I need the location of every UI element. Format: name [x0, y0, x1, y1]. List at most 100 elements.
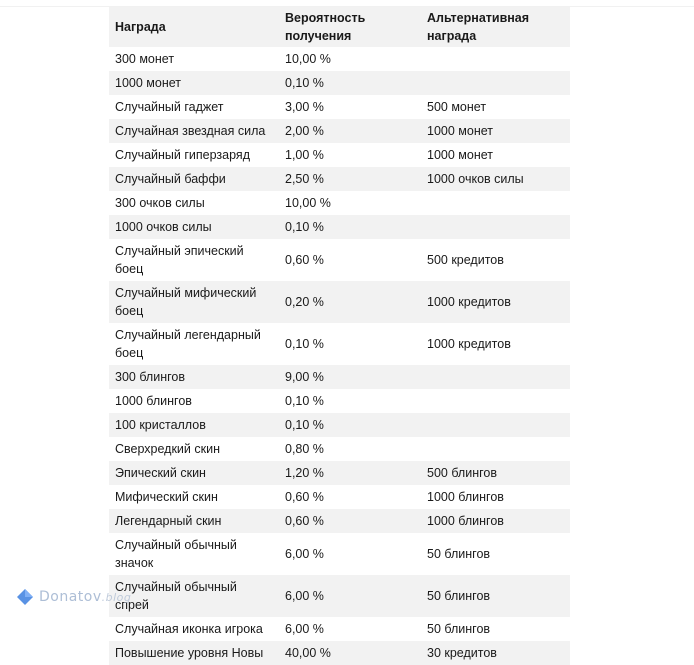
cell-reward: 1000 очков силы [115, 220, 212, 234]
table-row: Эпический скин 1,20 % 500 блингов [109, 461, 570, 485]
cell-probability: 6,00 % [285, 589, 324, 603]
cell-alternative: 1000 кредитов [427, 295, 511, 309]
cell-alternative [421, 215, 570, 239]
cell-probability: 6,00 % [285, 622, 324, 636]
cell-reward: Мифический скин [115, 490, 218, 504]
cell-alternative: 1000 кредитов [427, 337, 511, 351]
cell-alternative: 500 монет [427, 100, 487, 114]
cell-probability: 6,00 % [285, 547, 324, 561]
cell-reward: Случайный обычный спрей [115, 580, 237, 612]
header-probability: Вероятность получения [285, 11, 366, 43]
table-row: Повышение уровня Новы 40,00 % 30 кредитов [109, 641, 570, 665]
cell-alternative [421, 365, 570, 389]
cell-probability: 9,00 % [285, 370, 324, 384]
cell-probability: 10,00 % [285, 196, 331, 210]
cell-alternative [421, 389, 570, 413]
cell-probability: 0,80 % [285, 442, 324, 456]
cell-reward: 1000 блингов [115, 394, 192, 408]
cell-probability: 0,10 % [285, 394, 324, 408]
table-row: Случайный обычный значок 6,00 % 50 блингов [109, 533, 570, 575]
cell-probability: 0,60 % [285, 490, 324, 504]
table-row: Сверхредкий скин 0,80 % [109, 437, 570, 461]
table-row: Случайный эпический боец 0,60 % 500 кредит… [109, 239, 570, 281]
cell-alternative [421, 191, 570, 215]
cell-probability: 2,00 % [285, 124, 324, 138]
cell-alternative [421, 437, 570, 461]
cell-probability: 0,10 % [285, 220, 324, 234]
cell-probability: 0,20 % [285, 295, 324, 309]
cell-alternative: 1000 очков силы [427, 172, 524, 186]
cell-alternative: 50 блингов [427, 547, 491, 561]
cell-alternative [421, 413, 570, 437]
cell-alternative: 1000 блингов [427, 514, 504, 528]
cell-reward: Сверхредкий скин [115, 442, 220, 456]
cell-probability: 0,10 % [285, 76, 324, 90]
top-divider [0, 6, 694, 7]
cell-alternative: 50 блингов [427, 622, 491, 636]
cell-probability: 0,60 % [285, 253, 324, 267]
watermark: Donatov.blog [16, 588, 131, 606]
table-row: Случайный легендарный боец 0,10 % 1000 кре… [109, 323, 570, 365]
cell-reward: 300 монет [115, 52, 175, 66]
cell-reward: Случайная звездная сила [115, 124, 266, 138]
cell-probability: 10,00 % [285, 52, 331, 66]
cell-reward: Случайный мифический боец [115, 286, 257, 318]
cell-alternative: 500 кредитов [427, 253, 504, 267]
cell-reward: Случайный гаджет [115, 100, 224, 114]
cell-alternative: 500 блингов [427, 466, 497, 480]
cell-probability: 2,50 % [285, 172, 324, 186]
cell-alternative [421, 47, 570, 71]
table-row: Случайный баффи 2,50 % 1000 очков силы [109, 167, 570, 191]
table-row: Случайный мифический боец 0,20 % 1000 кред… [109, 281, 570, 323]
drop-rates-table: Награда Вероятность получения Альтернати… [109, 7, 570, 665]
table-row: 1000 блингов 0,10 % [109, 389, 570, 413]
cell-reward: Легендарный скин [115, 514, 222, 528]
header-reward: Награда [115, 20, 166, 34]
cell-probability: 1,00 % [285, 148, 324, 162]
cell-alternative [421, 71, 570, 95]
cell-probability: 0,10 % [285, 418, 324, 432]
table-row: Легендарный скин 0,60 % 1000 блингов [109, 509, 570, 533]
table-row: Случайная иконка игрока 6,00 % 50 блингов [109, 617, 570, 641]
cell-reward: 100 кристаллов [115, 418, 206, 432]
header-alternative: Альтернативная награда [427, 11, 530, 43]
cell-alternative: 50 блингов [427, 589, 491, 603]
cell-reward: Эпический скин [115, 466, 206, 480]
cell-probability: 40,00 % [285, 646, 331, 660]
cell-probability: 0,60 % [285, 514, 324, 528]
drop-rates-table-container: Награда Вероятность получения Альтернати… [109, 7, 570, 665]
table-row: 300 очков силы 10,00 % [109, 191, 570, 215]
cell-alternative: 1000 монет [427, 124, 493, 138]
table-row: Случайная звездная сила 2,00 % 1000 монет [109, 119, 570, 143]
table-row: Случайный гаджет 3,00 % 500 монет [109, 95, 570, 119]
cell-probability: 1,20 % [285, 466, 324, 480]
table-row: 100 кристаллов 0,10 % [109, 413, 570, 437]
cell-probability: 0,10 % [285, 337, 324, 351]
cell-reward: 300 очков силы [115, 196, 205, 210]
cell-alternative: 1000 монет [427, 148, 493, 162]
cell-probability: 3,00 % [285, 100, 324, 114]
cell-reward: 300 блингов [115, 370, 185, 384]
table-header-row: Награда Вероятность получения Альтернати… [109, 7, 570, 47]
cell-reward: Случайный гиперзаряд [115, 148, 250, 162]
watermark-text: Donatov.blog [39, 589, 131, 605]
cell-reward: Случайный баффи [115, 172, 226, 186]
table-row: 1000 очков силы 0,10 % [109, 215, 570, 239]
watermark-suffix: .blog [101, 591, 132, 604]
table-row: 1000 монет 0,10 % [109, 71, 570, 95]
table-row: Мифический скин 0,60 % 1000 блингов [109, 485, 570, 509]
cell-reward: 1000 монет [115, 76, 181, 90]
table-body: 300 монет 10,00 % 1000 монет 0,10 % Случайны… [109, 47, 570, 665]
table-row: Случайный обычный спрей 6,00 % 50 блингов [109, 575, 570, 617]
cell-reward: Случайный легендарный боец [115, 328, 261, 360]
cell-alternative: 1000 блингов [427, 490, 504, 504]
cell-reward: Случайный обычный значок [115, 538, 237, 570]
cell-reward: Повышение уровня Новы [115, 646, 264, 660]
table-row: 300 блингов 9,00 % [109, 365, 570, 389]
cell-alternative: 30 кредитов [427, 646, 497, 660]
cell-reward: Случайная иконка игрока [115, 622, 263, 636]
table-row: 300 монет 10,00 % [109, 47, 570, 71]
cell-reward: Случайный эпический боец [115, 244, 244, 276]
table-row: Случайный гиперзаряд 1,00 % 1000 монет [109, 143, 570, 167]
watermark-name: Donatov [39, 589, 102, 605]
